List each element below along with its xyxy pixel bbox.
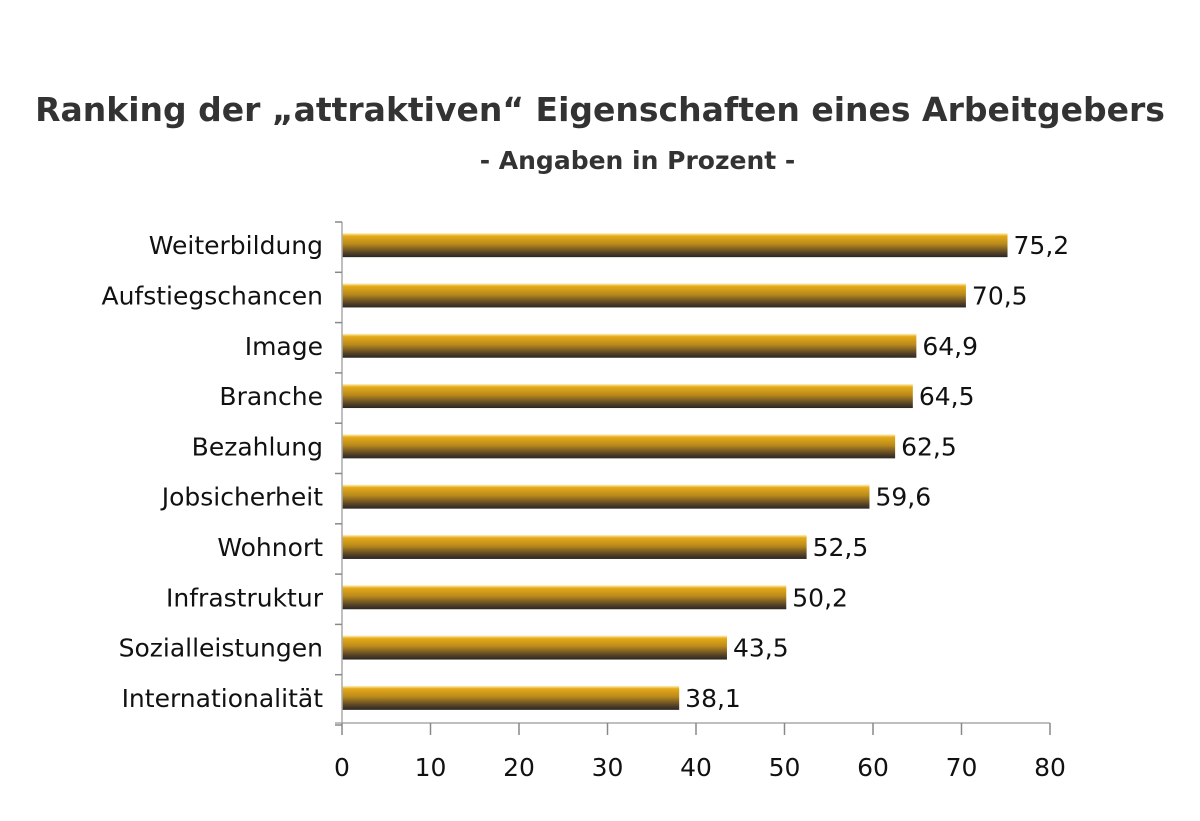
data-label: 50,2 xyxy=(792,583,848,612)
x-tick-label: 70 xyxy=(946,753,978,782)
category-label: Bezahlung xyxy=(192,432,323,461)
data-label: 64,9 xyxy=(922,332,978,361)
data-label: 62,5 xyxy=(901,432,957,461)
category-label: Jobsicherheit xyxy=(160,483,323,512)
bar xyxy=(342,283,966,308)
bar xyxy=(342,635,727,660)
category-label: Sozialleistungen xyxy=(119,634,323,663)
bar xyxy=(342,384,913,409)
x-tick-label: 50 xyxy=(769,753,801,782)
data-label: 52,5 xyxy=(813,533,869,562)
x-tick-label: 0 xyxy=(334,753,350,782)
data-label: 38,1 xyxy=(685,684,741,713)
bar xyxy=(342,233,1008,258)
category-label: Internationalität xyxy=(122,684,324,713)
x-tick-label: 60 xyxy=(857,753,889,782)
category-label: Branche xyxy=(219,382,323,411)
category-label: Wohnort xyxy=(217,533,323,562)
chart-title: Ranking der „attraktiven“ Eigenschaften … xyxy=(35,90,1165,129)
chart-subtitle: - Angaben in Prozent - xyxy=(479,146,796,175)
x-tick-label: 10 xyxy=(415,753,447,782)
x-tick-label: 80 xyxy=(1034,753,1066,782)
category-label: Infrastruktur xyxy=(166,583,324,612)
data-label: 59,6 xyxy=(875,483,931,512)
x-tick-label: 20 xyxy=(503,753,535,782)
bar xyxy=(342,685,680,710)
bar xyxy=(342,333,917,358)
data-label: 75,2 xyxy=(1014,231,1070,260)
bar xyxy=(342,484,870,509)
data-label: 70,5 xyxy=(972,281,1028,310)
category-label: Weiterbildung xyxy=(149,231,323,260)
category-label: Aufstiegschancen xyxy=(101,281,323,310)
bar xyxy=(342,534,807,559)
data-label: 64,5 xyxy=(919,382,975,411)
bar xyxy=(342,585,787,610)
bar xyxy=(342,434,896,459)
category-label: Image xyxy=(245,332,323,361)
x-tick-label: 30 xyxy=(592,753,624,782)
x-tick-label: 40 xyxy=(680,753,712,782)
data-label: 43,5 xyxy=(733,634,789,663)
